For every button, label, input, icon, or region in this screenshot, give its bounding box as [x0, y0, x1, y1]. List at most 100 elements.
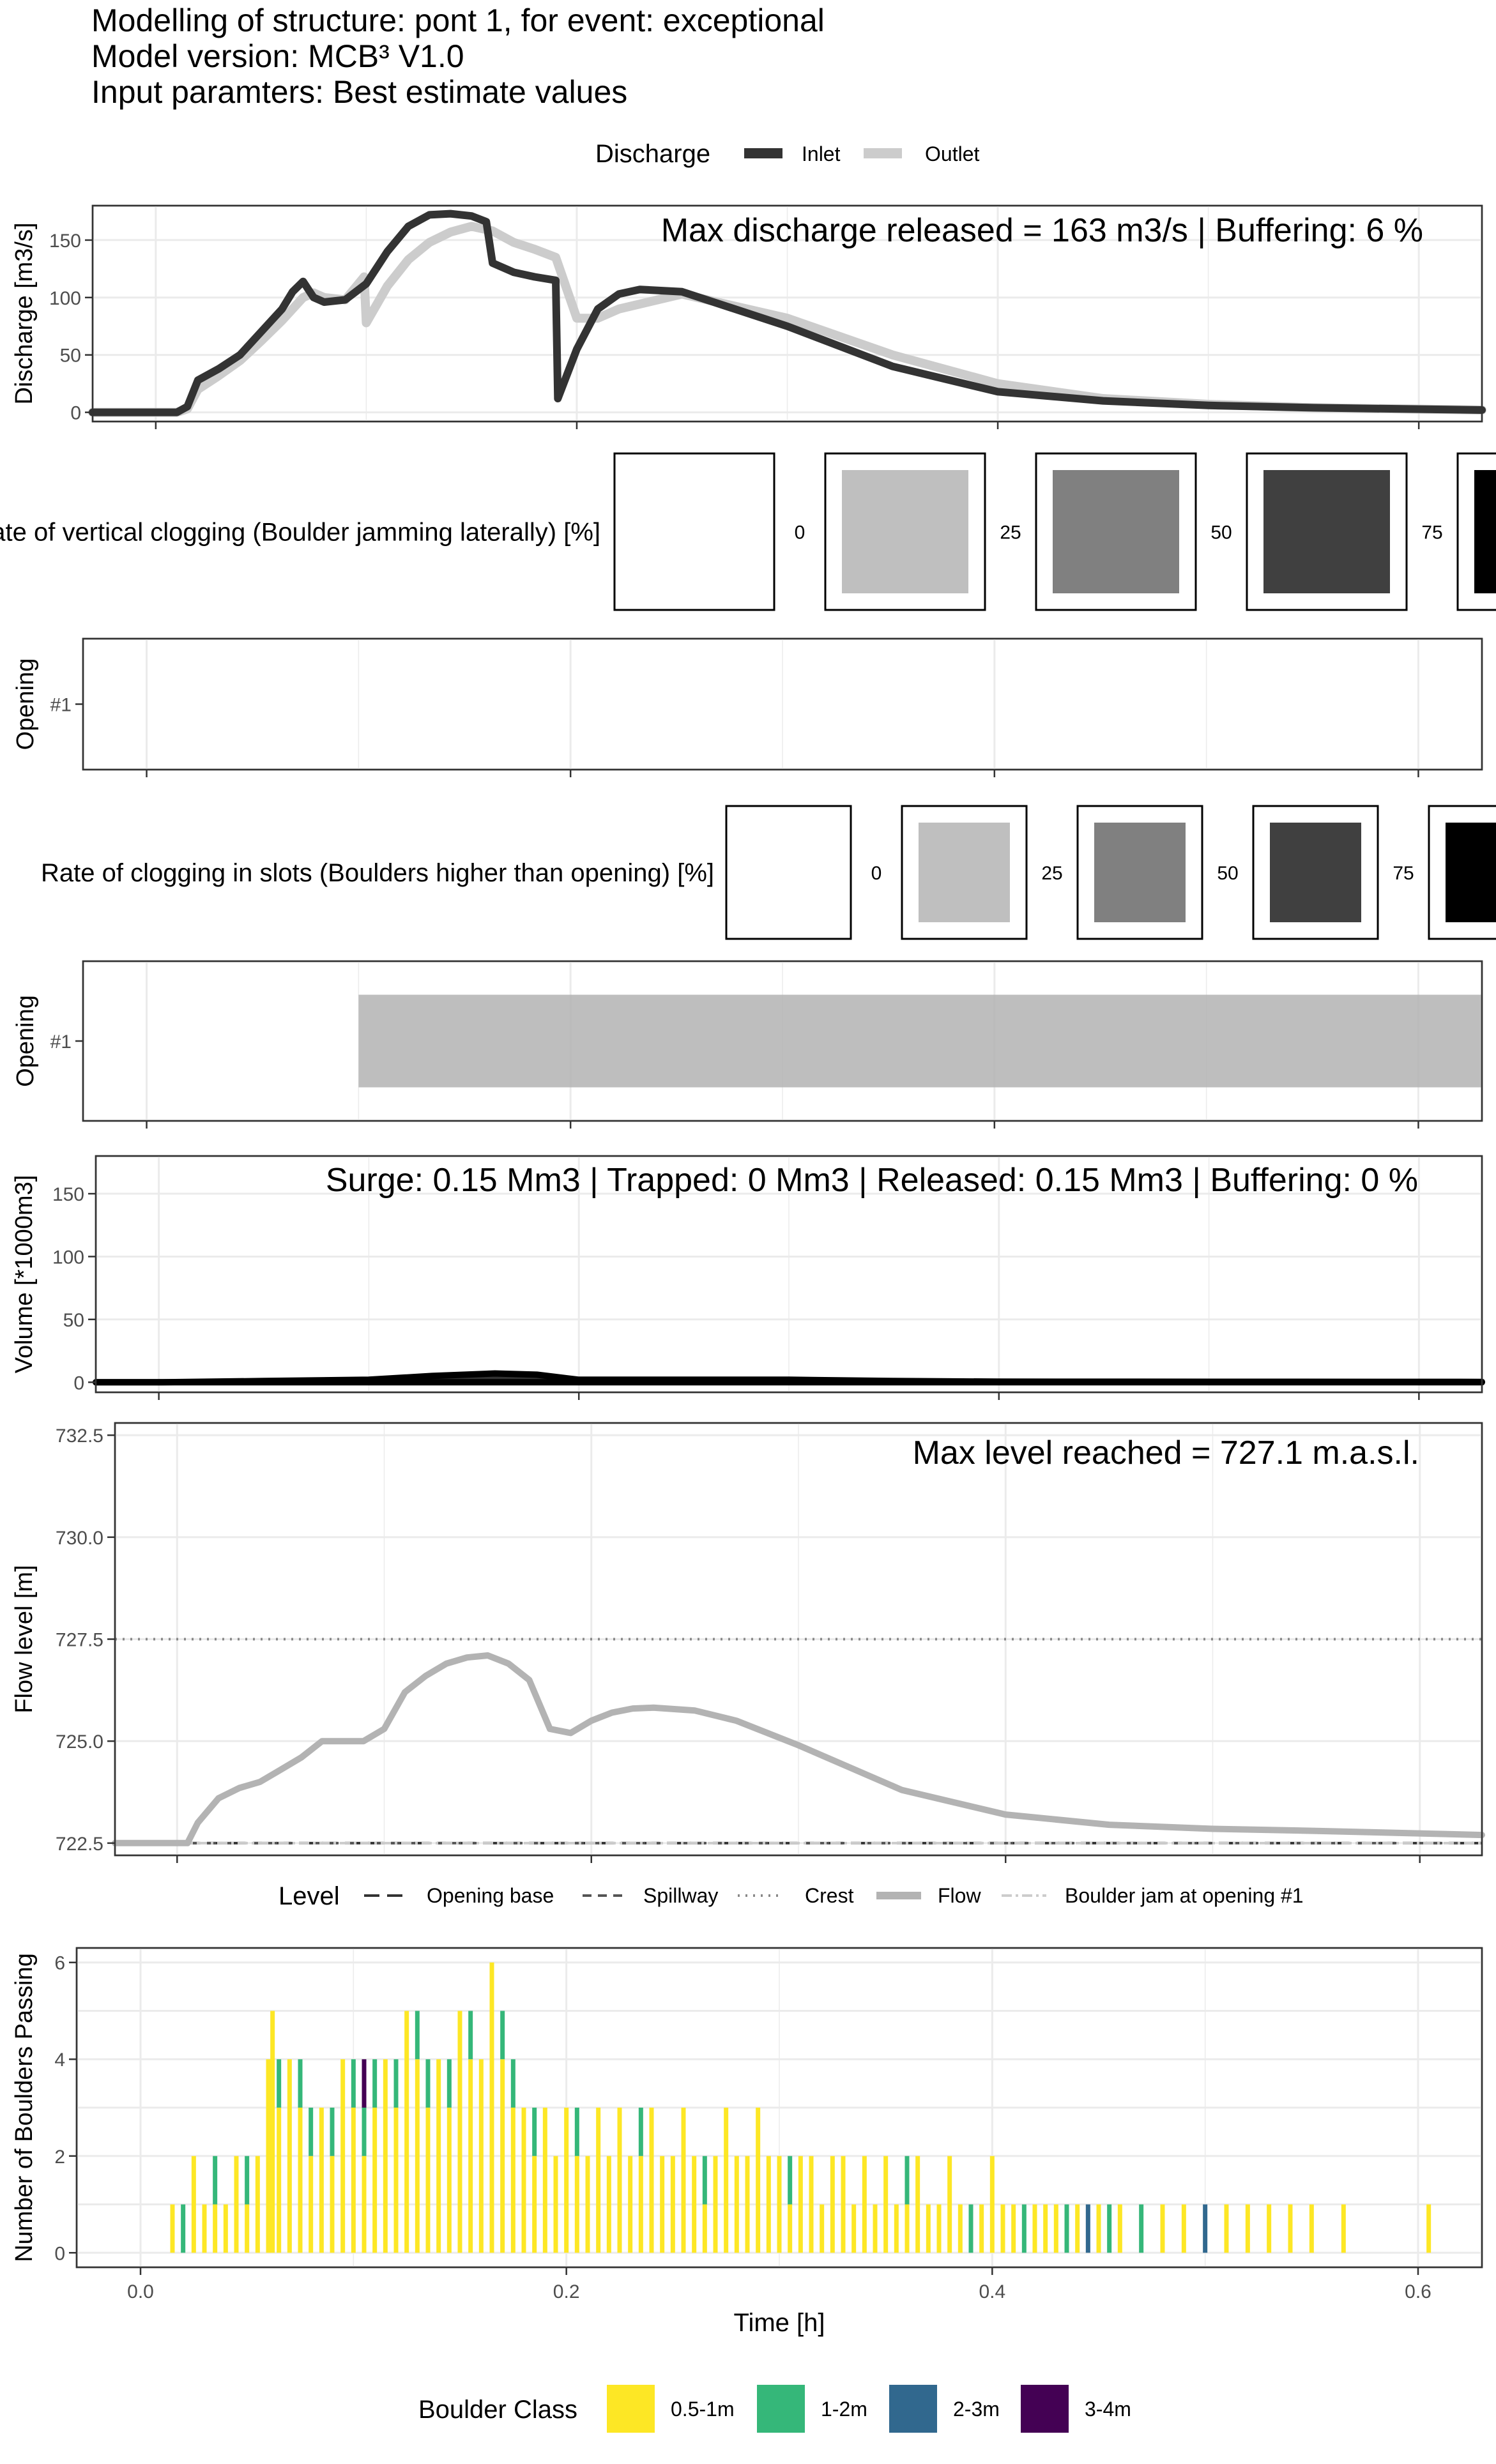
y-tick-label: 50: [60, 346, 81, 367]
x-tick-label: 0.6: [1405, 2281, 1431, 2302]
legend-swatch-vertical-clogging: [631, 470, 758, 593]
boulder-bar: [532, 2156, 537, 2253]
boulder-bar: [270, 2011, 275, 2253]
boulder-bar: [1085, 2204, 1090, 2253]
boulder-bar: [468, 2059, 473, 2253]
boulder-bar: [915, 2156, 920, 2253]
boulder-bar: [596, 2108, 601, 2253]
boulder-bar: [1011, 2204, 1016, 2253]
legend-label-level: Crest: [805, 1884, 854, 1907]
legend-title-slot-clogging: Rate of clogging in slots (Boulders high…: [41, 859, 714, 887]
boulder-bar: [362, 2059, 367, 2108]
legend-label-slot-clogging: 75: [1393, 863, 1414, 884]
legend-swatch-slot-clogging: [919, 823, 1010, 922]
boulder-bar: [309, 2156, 314, 2253]
boulder-bar: [393, 2059, 399, 2108]
volume-panel-border: [95, 1155, 1483, 1394]
y-tick-label: #1: [50, 695, 72, 716]
boulder-bar: [362, 2156, 367, 2253]
boulder-bar: [830, 2156, 835, 2253]
legend-label-inlet: Inlet: [802, 142, 841, 165]
boulder-bar: [478, 2059, 484, 2253]
boulder-bar: [1267, 2204, 1272, 2253]
flow-level-line: [112, 1652, 1485, 1846]
boulder-bar: [1160, 2204, 1165, 2253]
boulder-bar: [383, 2059, 388, 2253]
boulder-bar: [330, 2108, 335, 2156]
boulder-bar: [670, 2156, 675, 2253]
boulder-bar: [873, 2204, 878, 2253]
boulder-bar: [223, 2204, 228, 2253]
boulder-bar: [734, 2156, 739, 2253]
boulder-bar: [277, 2108, 282, 2253]
legend-label-outlet: Outlet: [925, 142, 979, 165]
volume-annotation: Surge: 0.15 Mm3 | Trapped: 0 Mm3 | Relea…: [326, 1162, 1418, 1199]
legend-swatch-vertical-clogging: [1474, 470, 1496, 593]
legend-label-slot-clogging: 0: [871, 863, 882, 884]
boulder-bar: [340, 2059, 346, 2253]
boulder-bar: [1139, 2204, 1144, 2253]
boulder-bar: [809, 2156, 814, 2253]
y-tick-label: 732.5: [56, 1426, 103, 1447]
boulder-bar: [1309, 2204, 1314, 2253]
boulder-bar: [415, 2011, 420, 2060]
boulder-bar: [1021, 2204, 1027, 2253]
y-tick-label: 730.0: [56, 1528, 103, 1549]
legend-swatch-slot-clogging: [1094, 823, 1186, 922]
boulder-bar: [425, 2059, 431, 2108]
boulder-bar: [245, 2156, 250, 2205]
legend-label-vertical-clogging: 25: [1000, 522, 1021, 544]
boulder-bar: [1000, 2204, 1005, 2253]
boulder-bar: [415, 2059, 420, 2253]
boulder-bar: [266, 2059, 271, 2253]
boulder-bar: [660, 2156, 665, 2253]
header-line-model-version: Model version: MCB³ V1.0: [91, 38, 464, 74]
y-axis-title-flow-level: Flow level [m]: [11, 1565, 38, 1713]
header-line-input-parameters: Input paramters: Best estimate values: [91, 74, 628, 110]
y-tick-label: 50: [63, 1310, 84, 1331]
boulder-bar: [213, 2204, 218, 2253]
legend-swatch-vertical-clogging: [1263, 470, 1390, 593]
boulder-bar: [798, 2156, 803, 2253]
boulder-bar: [1053, 2204, 1058, 2253]
boulder-bar: [1064, 2204, 1069, 2253]
y-tick-label: 0: [54, 2243, 65, 2264]
boulder-bar: [851, 2204, 857, 2253]
boulder-bar: [989, 2156, 995, 2253]
legend-title-level: Level: [279, 1882, 340, 1910]
boulder-bar: [500, 2059, 505, 2253]
y-tick-label: 722.5: [56, 1834, 103, 1855]
boulder-bar: [277, 2059, 282, 2108]
legend-label-level: Opening base: [427, 1884, 554, 1907]
boulder-bar: [692, 2156, 697, 2253]
boulder-bar: [1288, 2204, 1293, 2253]
boulder-bar: [894, 2204, 899, 2253]
clogging-band-slot-clogging: [358, 994, 1482, 1088]
boulder-bar: [330, 2156, 335, 2253]
boulder-bar: [553, 2156, 558, 2253]
discharge-annotation: Max discharge released = 163 m3/s | Buff…: [661, 212, 1423, 249]
legend-label-boulder-class: 1-2m: [821, 2398, 867, 2421]
boulder-bar: [170, 2204, 175, 2253]
boulder-bar: [351, 2059, 356, 2108]
boulder-bar: [766, 2156, 771, 2253]
boulder-bar: [702, 2204, 707, 2253]
boulder-bar: [788, 2204, 793, 2253]
y-tick-label: 150: [52, 1184, 84, 1205]
boulder-bar: [510, 2059, 515, 2108]
boulder-bar: [447, 2059, 452, 2108]
flow-level-annotation: Max level reached = 727.1 m.a.s.l.: [913, 1434, 1419, 1472]
header-line-structure: Modelling of structure: pont 1, for even…: [91, 3, 825, 38]
x-tick-label: 0.0: [127, 2281, 154, 2302]
x-axis-title-time: Time [h]: [734, 2309, 825, 2337]
boulder-bar: [457, 2011, 462, 2253]
legend-label-slot-clogging: 25: [1041, 863, 1062, 884]
y-tick-label: #1: [50, 1031, 72, 1053]
boulder-bar: [638, 2156, 643, 2253]
boulder-bar: [1245, 2204, 1250, 2253]
y-axis-title-volume: Volume [*1000m3]: [11, 1175, 38, 1374]
legend-label-boulder-class: 0.5-1m: [671, 2398, 735, 2421]
boulder-bar: [1181, 2204, 1186, 2253]
boulder-bar: [979, 2204, 984, 2253]
boulder-bar: [574, 2108, 579, 2156]
